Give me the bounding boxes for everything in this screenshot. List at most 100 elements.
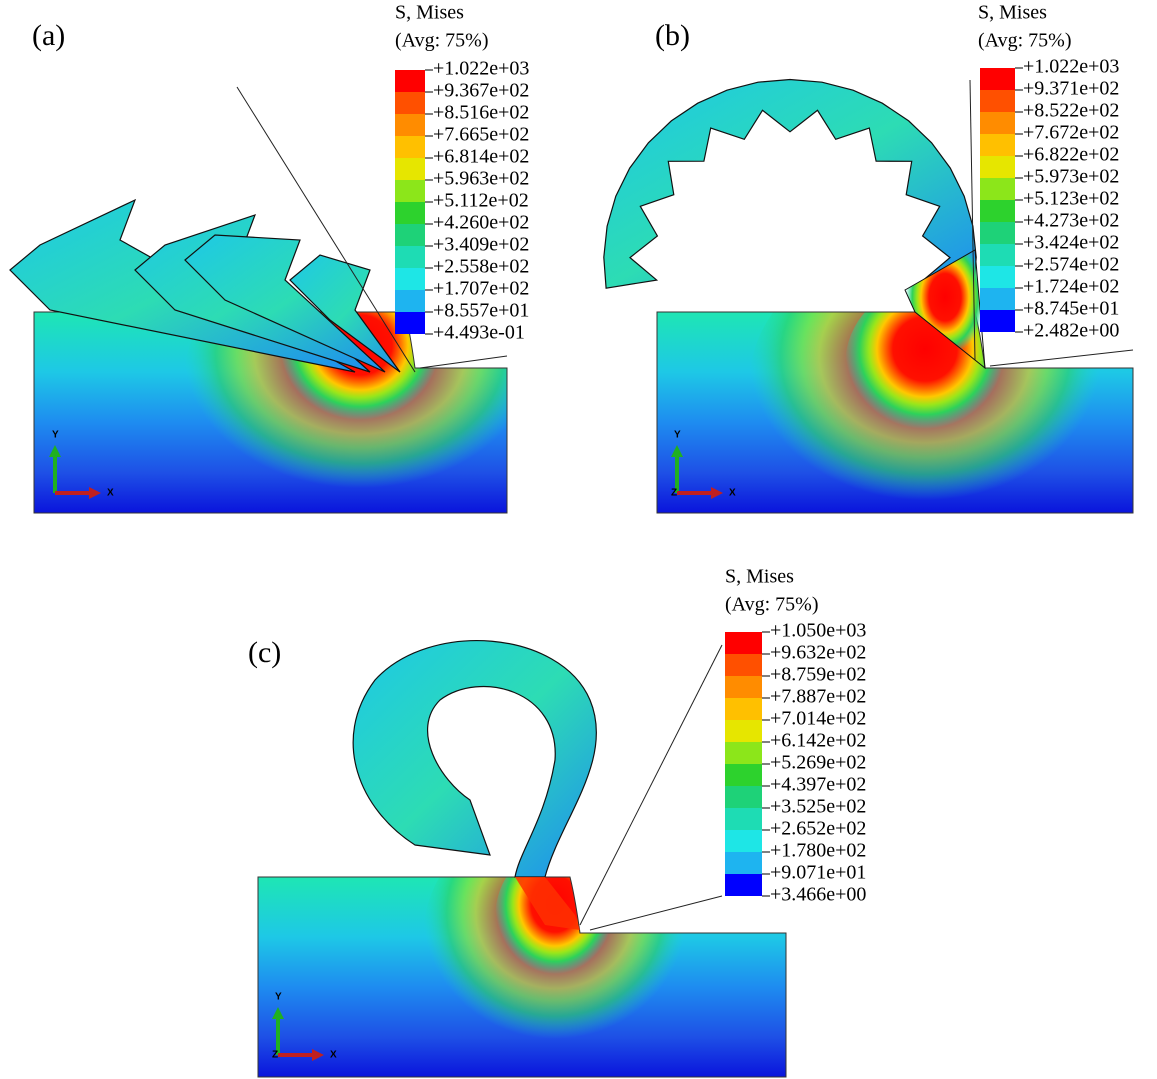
legend-swatch	[725, 852, 762, 874]
legend-swatch	[980, 200, 1015, 222]
legend-value: +3.525e+02	[770, 796, 866, 818]
legend-value: +6.142e+02	[770, 730, 866, 752]
legend-value: +2.574e+02	[1023, 254, 1119, 276]
legend-swatch	[980, 222, 1015, 244]
panel-label: (a)	[32, 19, 65, 52]
legend-value: +1.707e+02	[433, 278, 529, 300]
legend-value: +6.814e+02	[433, 146, 529, 168]
legend-value: +8.557e+01	[433, 300, 529, 322]
legend-swatch	[395, 180, 425, 202]
legend-value: +7.014e+02	[770, 708, 866, 730]
legend-value: +4.397e+02	[770, 774, 866, 796]
legend-swatch	[980, 156, 1015, 178]
legend-value: +7.665e+02	[433, 124, 529, 146]
legend-swatch	[395, 224, 425, 246]
figure: (a)S, Mises(Avg: 75%)+1.022e+03+9.367e+0…	[0, 0, 1157, 1079]
legend-value: +2.652e+02	[770, 818, 866, 840]
legend-subtitle: (Avg: 75%)	[725, 594, 819, 616]
legend-value: +8.522e+02	[1023, 100, 1119, 122]
panel-label: (b)	[655, 19, 690, 52]
legend-value: +2.482e+00	[1023, 320, 1119, 342]
triad-label: X	[330, 1050, 337, 1061]
legend-value: +9.367e+02	[433, 80, 529, 102]
legend-value: +4.260e+02	[433, 212, 529, 234]
legend-value: +9.371e+02	[1023, 78, 1119, 100]
leader-line	[580, 645, 722, 925]
legend-title: S, Mises	[725, 566, 794, 588]
panel: (a) S, Mises (Avg: 75%) +1.022e+03+9.367e+0…	[10, 2, 536, 515]
legend-swatch	[395, 70, 425, 92]
legend-swatch	[725, 786, 762, 808]
legend-value: +5.123e+02	[1023, 188, 1119, 210]
legend-value: +7.887e+02	[770, 686, 866, 708]
legend-swatch	[980, 68, 1015, 90]
legend-value: +7.672e+02	[1023, 122, 1119, 144]
triad-label: Z	[272, 1050, 278, 1061]
legend-swatch	[725, 632, 762, 654]
legend-swatch	[980, 310, 1015, 332]
legend-value: +8.759e+02	[770, 664, 866, 686]
legend-value: +1.022e+03	[433, 58, 529, 80]
legend-value: +5.973e+02	[1023, 166, 1119, 188]
legend-swatch	[980, 266, 1015, 288]
legend-swatch	[980, 90, 1015, 112]
triad-label: X	[107, 488, 114, 499]
legend-value: +8.516e+02	[433, 102, 529, 124]
legend-value: +2.558e+02	[433, 256, 529, 278]
legend-value: +9.632e+02	[770, 642, 866, 664]
legend-title: S, Mises	[395, 2, 464, 24]
legend-subtitle: (Avg: 75%)	[395, 30, 489, 52]
triad-label: Y	[52, 430, 59, 441]
triad-label: Y	[275, 992, 282, 1003]
legend-value: +6.822e+02	[1023, 144, 1119, 166]
panel-label: (c)	[248, 636, 281, 669]
legend-swatch	[725, 742, 762, 764]
legend-swatch	[725, 676, 762, 698]
triad-label: X	[729, 488, 736, 499]
legend-swatch	[725, 698, 762, 720]
legend-value: +3.424e+02	[1023, 232, 1119, 254]
legend-value: +5.112e+02	[433, 190, 529, 212]
legend-swatch	[395, 136, 425, 158]
legend-value: +3.409e+02	[433, 234, 529, 256]
legend-swatch	[395, 92, 425, 114]
legend-swatch	[395, 268, 425, 290]
legend-value: +5.963e+02	[433, 168, 529, 190]
leader-line	[990, 350, 1133, 366]
legend-swatch	[980, 134, 1015, 156]
leader-line	[420, 356, 507, 368]
legend-title: S, Mises	[978, 2, 1047, 24]
legend-swatch	[395, 246, 425, 268]
legend-swatch	[395, 114, 425, 136]
legend-swatch	[395, 202, 425, 224]
legend-value: +9.071e+01	[770, 862, 866, 884]
legend-swatch	[725, 830, 762, 852]
legend-value: +5.269e+02	[770, 752, 866, 774]
legend-value: +3.466e+00	[770, 884, 866, 906]
legend-value: +1.050e+03	[770, 620, 866, 642]
legend-value: +1.022e+03	[1023, 56, 1119, 78]
panel: (b) S, Mises (Avg: 75%) +1.022e+03+9.371e+0…	[604, 2, 1133, 529]
legend-swatch	[980, 178, 1015, 200]
triad-label: Y	[674, 430, 681, 441]
legend-swatch	[725, 808, 762, 830]
legend-swatch	[395, 312, 425, 334]
leader-line	[590, 896, 722, 930]
panel: (c) S, Mises (Avg: 75%) +1.050e+03+9.632e+0…	[248, 566, 866, 1077]
legend-swatch	[725, 764, 762, 786]
legend-swatch	[395, 290, 425, 312]
legend-value: +1.724e+02	[1023, 276, 1119, 298]
legend-value: +4.493e-01	[433, 322, 525, 344]
chip	[353, 641, 596, 877]
legend-value: +8.745e+01	[1023, 298, 1119, 320]
chip	[604, 80, 976, 289]
legend-swatch	[725, 720, 762, 742]
legend-subtitle: (Avg: 75%)	[978, 30, 1072, 52]
legend-swatch	[980, 112, 1015, 134]
legend-value: +4.273e+02	[1023, 210, 1119, 232]
legend-value: +1.780e+02	[770, 840, 866, 862]
triad-label: Z	[671, 488, 677, 499]
legend-swatch	[980, 288, 1015, 310]
legend-swatch	[725, 654, 762, 676]
legend-swatch	[395, 158, 425, 180]
